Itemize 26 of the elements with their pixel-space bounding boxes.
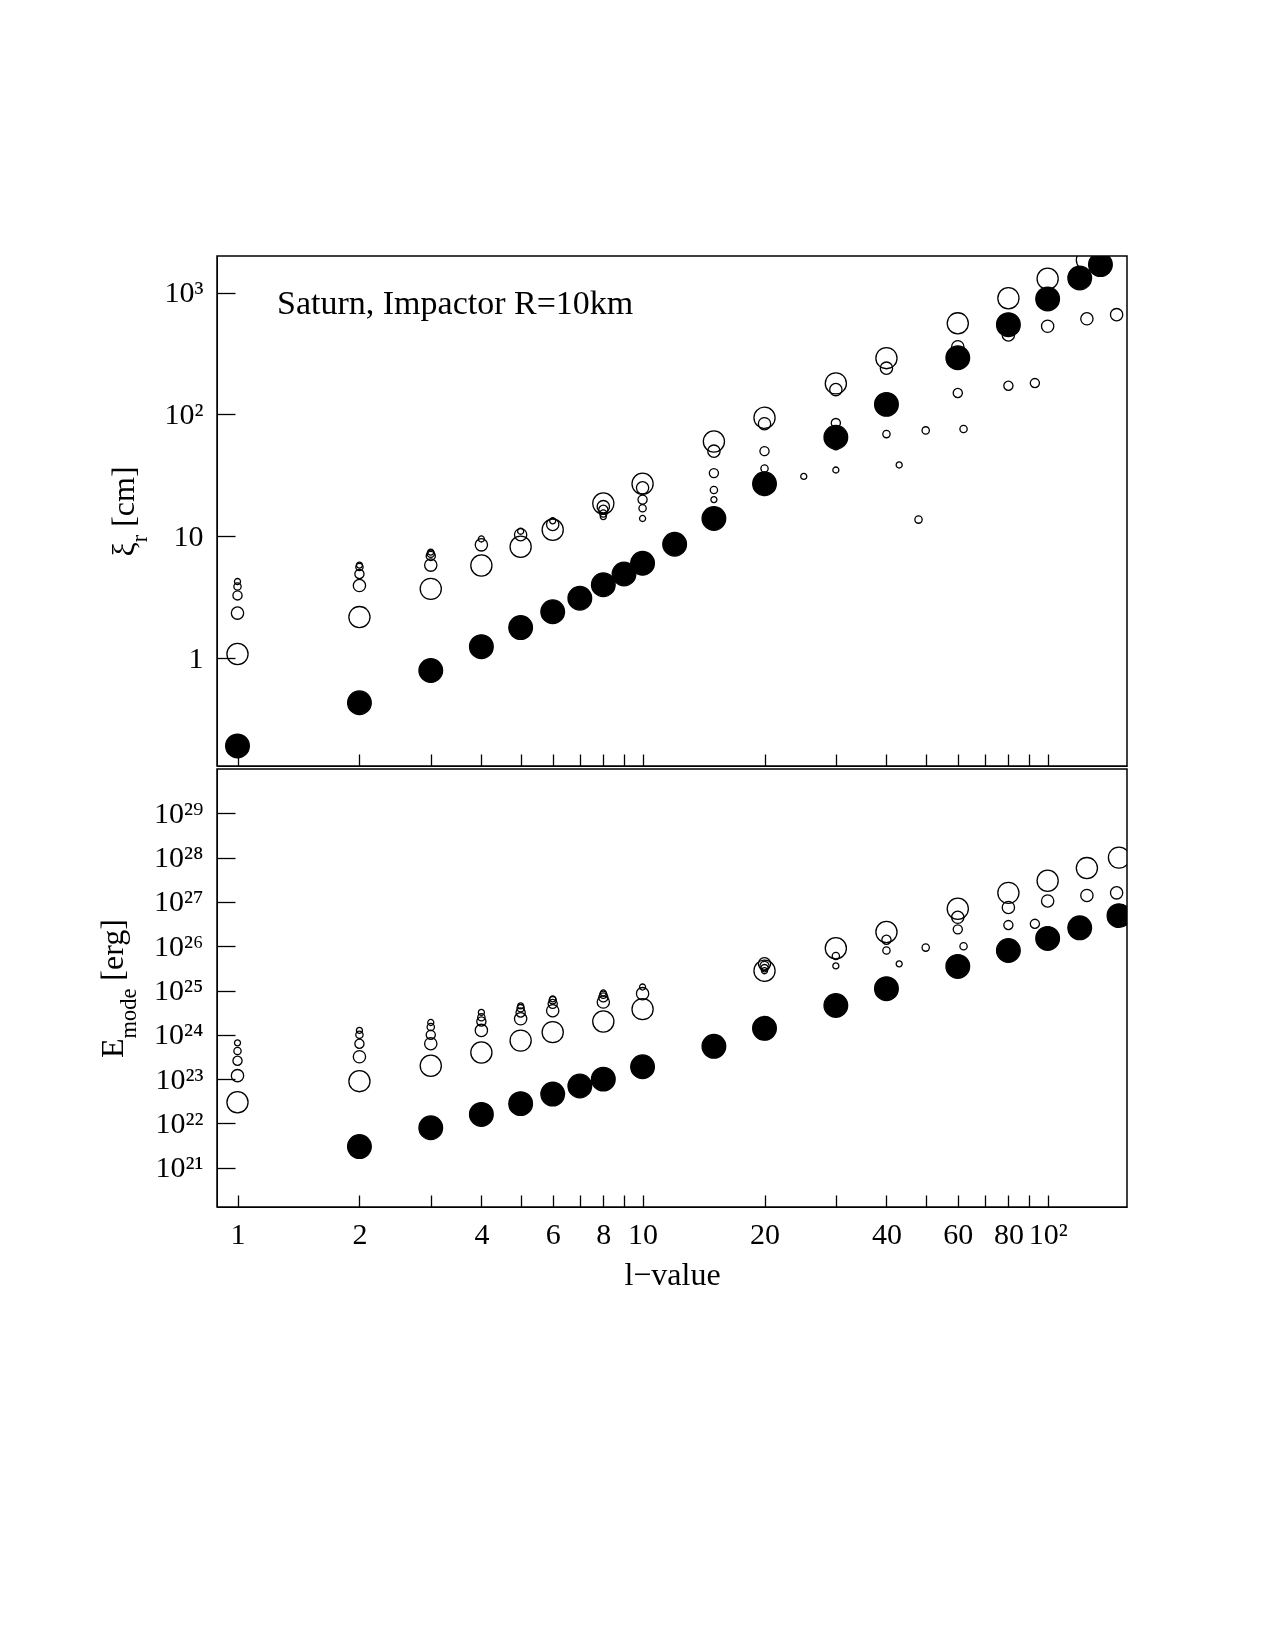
y-tick-label: 1 bbox=[188, 640, 204, 674]
x-tick-label: 4 bbox=[474, 1216, 490, 1250]
y-tick-label: 10²⁶ bbox=[154, 928, 204, 962]
x-tick-label: 10² bbox=[1028, 1216, 1068, 1250]
x-tick-label: 40 bbox=[871, 1216, 902, 1250]
y-tick-label: 10²⁵ bbox=[154, 973, 204, 1007]
x-tick-label: 8 bbox=[596, 1216, 612, 1250]
y-tick-label: 10 bbox=[173, 518, 204, 552]
y-tick-label: 10²² bbox=[155, 1105, 204, 1139]
x-tick-label: 10 bbox=[628, 1216, 659, 1250]
x-tick-label: 6 bbox=[545, 1216, 561, 1250]
x-tick-label: 2 bbox=[352, 1216, 368, 1250]
x-tick-label: 60 bbox=[943, 1216, 974, 1250]
annotation: Saturn, Impactor R=10km bbox=[277, 284, 634, 321]
y-tick-label: 10³ bbox=[164, 275, 204, 309]
y-tick-label: 10² bbox=[164, 396, 204, 430]
y-tick-label: 10²³ bbox=[155, 1061, 204, 1095]
y-tick-label: 10²⁸ bbox=[154, 840, 204, 874]
y-tick-label: 10²⁷ bbox=[154, 884, 204, 918]
y-tick-label: 10²⁹ bbox=[154, 795, 204, 829]
y-tick-label: 10²⁴ bbox=[154, 1017, 204, 1051]
x-tick-label: 1 bbox=[230, 1216, 246, 1250]
x-axis-title: l−value bbox=[624, 1255, 721, 1292]
x-tick-label: 80 bbox=[993, 1216, 1024, 1250]
x-tick-label: 20 bbox=[750, 1216, 781, 1250]
y-tick-label: 10²¹ bbox=[155, 1150, 204, 1184]
